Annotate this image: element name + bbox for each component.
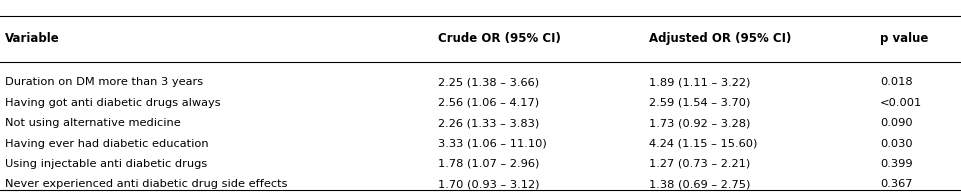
Text: 1.38 (0.69 – 2.75): 1.38 (0.69 – 2.75) bbox=[649, 179, 750, 189]
Text: Duration on DM more than 3 years: Duration on DM more than 3 years bbox=[5, 77, 203, 87]
Text: 2.56 (1.06 – 4.17): 2.56 (1.06 – 4.17) bbox=[437, 98, 538, 108]
Text: <0.001: <0.001 bbox=[879, 98, 922, 108]
Text: Not using alternative medicine: Not using alternative medicine bbox=[5, 118, 181, 128]
Text: 0.367: 0.367 bbox=[879, 179, 912, 189]
Text: Adjusted OR (95% CI): Adjusted OR (95% CI) bbox=[649, 32, 791, 45]
Text: 0.399: 0.399 bbox=[879, 159, 912, 169]
Text: p value: p value bbox=[879, 32, 927, 45]
Text: Never experienced anti diabetic drug side effects: Never experienced anti diabetic drug sid… bbox=[5, 179, 287, 189]
Text: 2.25 (1.38 – 3.66): 2.25 (1.38 – 3.66) bbox=[437, 77, 538, 87]
Text: 4.24 (1.15 – 15.60): 4.24 (1.15 – 15.60) bbox=[649, 139, 757, 149]
Text: 1.73 (0.92 – 3.28): 1.73 (0.92 – 3.28) bbox=[649, 118, 750, 128]
Text: 1.78 (1.07 – 2.96): 1.78 (1.07 – 2.96) bbox=[437, 159, 538, 169]
Text: 3.33 (1.06 – 11.10): 3.33 (1.06 – 11.10) bbox=[437, 139, 546, 149]
Text: Variable: Variable bbox=[5, 32, 60, 45]
Text: 1.89 (1.11 – 3.22): 1.89 (1.11 – 3.22) bbox=[649, 77, 750, 87]
Text: 0.090: 0.090 bbox=[879, 118, 912, 128]
Text: 0.018: 0.018 bbox=[879, 77, 912, 87]
Text: 1.70 (0.93 – 3.12): 1.70 (0.93 – 3.12) bbox=[437, 179, 539, 189]
Text: 2.59 (1.54 – 3.70): 2.59 (1.54 – 3.70) bbox=[649, 98, 750, 108]
Text: 1.27 (0.73 – 2.21): 1.27 (0.73 – 2.21) bbox=[649, 159, 750, 169]
Text: Using injectable anti diabetic drugs: Using injectable anti diabetic drugs bbox=[5, 159, 207, 169]
Text: 0.030: 0.030 bbox=[879, 139, 912, 149]
Text: 2.26 (1.33 – 3.83): 2.26 (1.33 – 3.83) bbox=[437, 118, 538, 128]
Text: Having got anti diabetic drugs always: Having got anti diabetic drugs always bbox=[5, 98, 220, 108]
Text: Having ever had diabetic education: Having ever had diabetic education bbox=[5, 139, 209, 149]
Text: Crude OR (95% CI): Crude OR (95% CI) bbox=[437, 32, 560, 45]
